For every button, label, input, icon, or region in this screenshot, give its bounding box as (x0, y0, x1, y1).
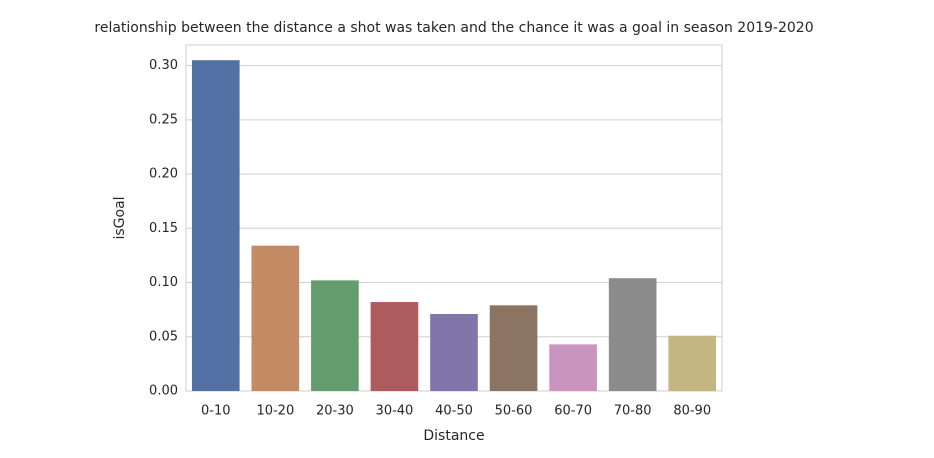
x-tick-label: 20-30 (316, 404, 354, 419)
bar (489, 305, 538, 391)
x-tick-label: 50-60 (495, 404, 533, 419)
y-tick-label: 0.20 (149, 167, 178, 182)
x-tick-label: 70-80 (614, 404, 652, 419)
chart-title: relationship between the distance a shot… (94, 20, 813, 36)
bar (668, 335, 717, 391)
x-tick-label: 60-70 (554, 404, 592, 419)
x-tick-label: 10-20 (256, 404, 294, 419)
bar (608, 278, 657, 391)
y-tick-label: 0.25 (149, 112, 178, 127)
x-tick-label: 80-90 (673, 404, 711, 419)
x-tick-label: 0-10 (201, 404, 231, 419)
y-tick-label: 0.05 (149, 329, 178, 344)
bar (191, 60, 240, 392)
y-axis-label: isGoal (112, 196, 128, 239)
bar (430, 313, 478, 391)
x-tick-label: 40-50 (435, 404, 473, 419)
y-tick-label: 0.10 (149, 275, 178, 290)
bar (251, 245, 300, 391)
x-tick-label: 30-40 (376, 404, 414, 419)
y-tick-label: 0.30 (149, 58, 178, 73)
x-axis-label: Distance (423, 428, 484, 444)
bar (311, 280, 359, 391)
bar (370, 302, 419, 391)
bar (549, 344, 597, 391)
y-tick-label: 0.00 (149, 384, 178, 399)
y-tick-label: 0.15 (149, 221, 178, 236)
